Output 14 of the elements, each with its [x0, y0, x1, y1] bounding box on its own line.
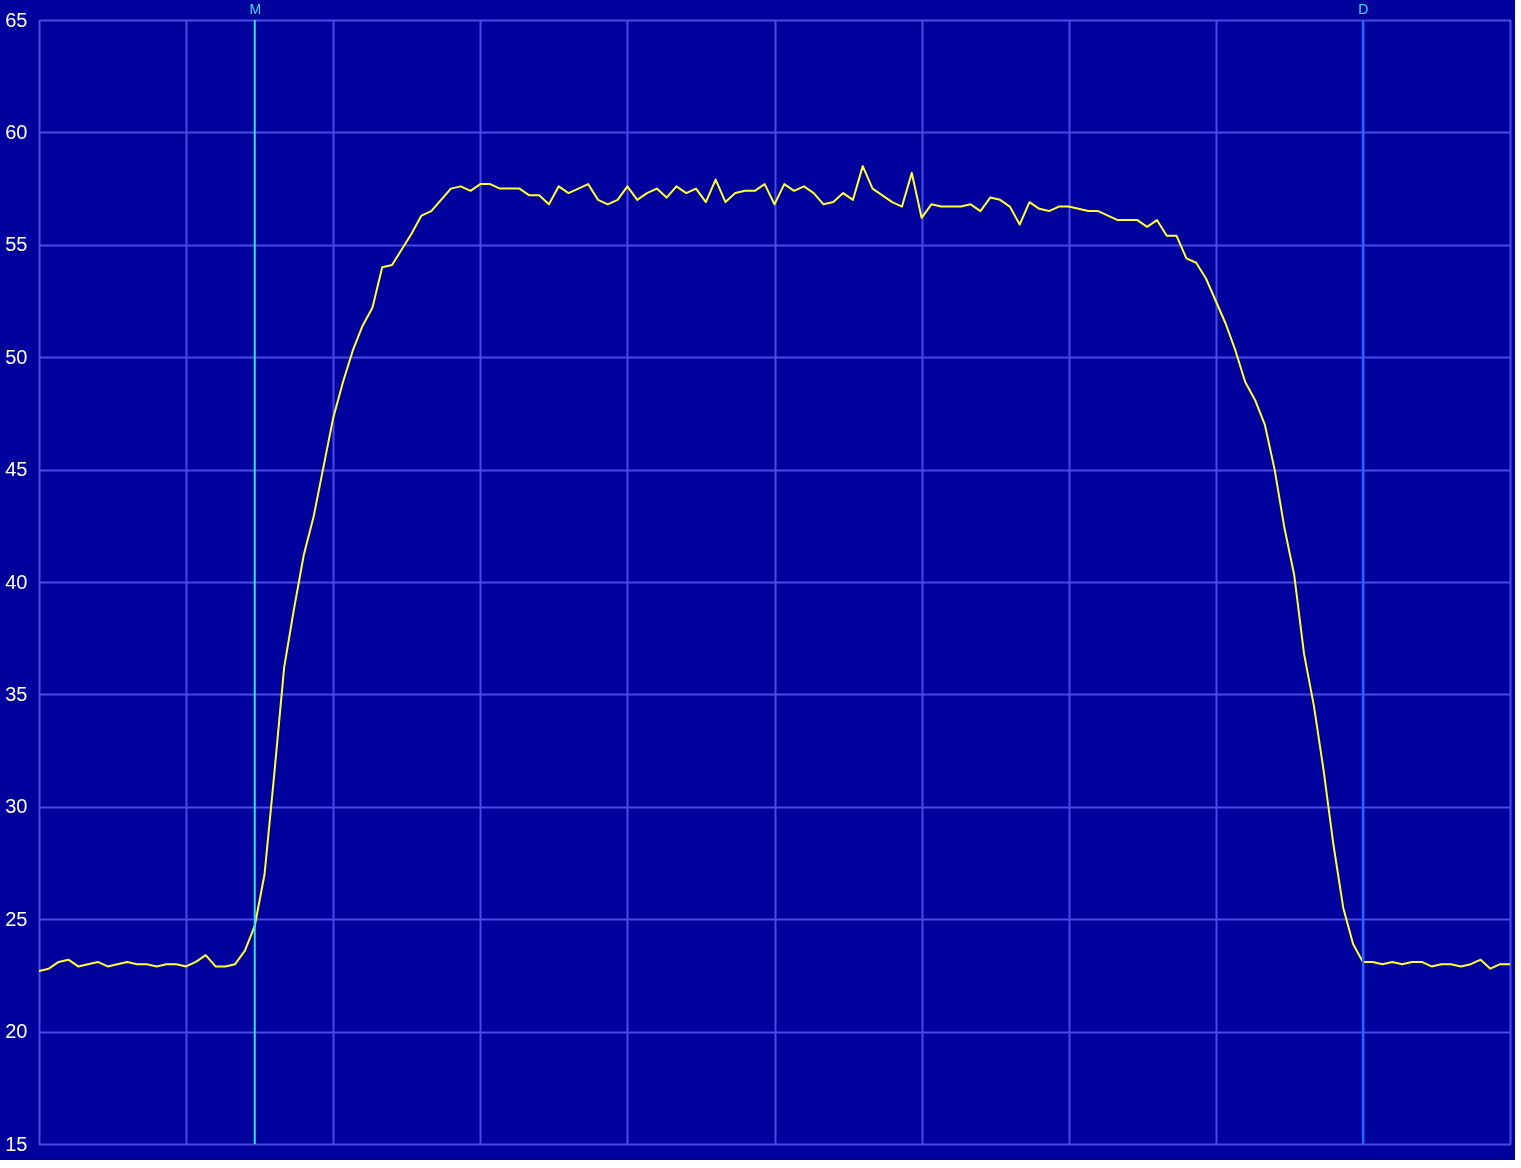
x-tick-label: M	[249, 0, 262, 17]
y-tick-label: 40	[5, 570, 28, 593]
y-tick-label: 65	[5, 8, 28, 31]
y-tick-label: 55	[5, 233, 28, 256]
y-tick-label: 50	[5, 345, 28, 368]
y-tick-label: 15	[5, 1132, 28, 1155]
y-tick-label: 30	[5, 795, 28, 818]
y-tick-label: 20	[5, 1020, 28, 1043]
y-tick-label: 45	[5, 458, 28, 481]
x-tick-label: D	[1358, 0, 1369, 17]
y-tick-label: 25	[5, 907, 28, 930]
line-series	[38, 165, 1511, 972]
y-tick-label: 60	[5, 120, 28, 143]
y-tick-label: 35	[5, 682, 28, 705]
